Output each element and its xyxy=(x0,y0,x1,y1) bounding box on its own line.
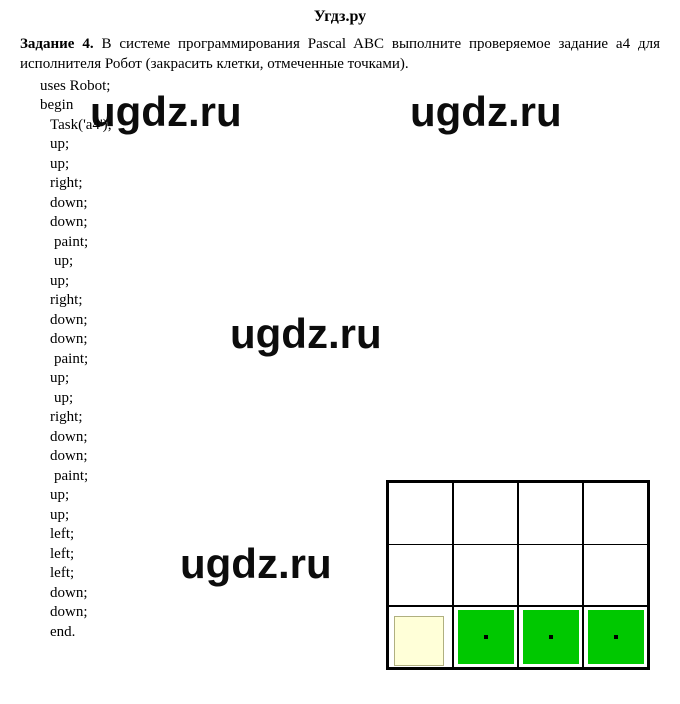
grid-cell-robot xyxy=(388,606,453,668)
grid-cell xyxy=(453,544,518,606)
painted-cell xyxy=(523,610,579,664)
code-line: down; xyxy=(40,311,680,331)
code-line: down; xyxy=(40,447,680,467)
robot-grid xyxy=(386,480,650,670)
grid-cell xyxy=(518,482,583,544)
task-text: В системе программирования Pascal ABC вы… xyxy=(20,36,660,72)
code-line: up; xyxy=(40,155,680,175)
grid-cell xyxy=(518,544,583,606)
grid-cell xyxy=(388,544,453,606)
code-line: right; xyxy=(40,174,680,194)
dot-icon xyxy=(484,635,488,639)
grid-cell-painted xyxy=(453,606,518,668)
code-line: down; xyxy=(40,330,680,350)
task-number: Задание 4. xyxy=(20,36,94,52)
grid-row-0 xyxy=(388,482,648,544)
dot-icon xyxy=(614,635,618,639)
header-site-link[interactable]: Угдз.ру xyxy=(0,0,680,30)
code-line: right; xyxy=(40,408,680,428)
robot-icon xyxy=(394,616,444,666)
painted-cell xyxy=(588,610,644,664)
code-line: down; xyxy=(40,428,680,448)
code-line: down; xyxy=(40,213,680,233)
code-line: uses Robot; xyxy=(40,77,680,97)
grid-cell xyxy=(388,482,453,544)
code-line: paint; xyxy=(40,233,680,253)
grid-row-2 xyxy=(388,606,648,668)
task-description: Задание 4. В системе программирования Pa… xyxy=(0,30,680,77)
grid-cell xyxy=(583,482,648,544)
painted-cell xyxy=(458,610,514,664)
dot-icon xyxy=(549,635,553,639)
grid-row-1 xyxy=(388,544,648,606)
code-line: paint; xyxy=(40,350,680,370)
grid-cell xyxy=(453,482,518,544)
code-line: up; xyxy=(40,389,680,409)
code-line: down; xyxy=(40,194,680,214)
code-line: up; xyxy=(40,252,680,272)
code-line: right; xyxy=(40,291,680,311)
code-line: up; xyxy=(40,135,680,155)
code-line: begin xyxy=(40,96,680,116)
code-line: Task('a4'); xyxy=(40,116,680,136)
grid-cell-painted xyxy=(518,606,583,668)
code-line: up; xyxy=(40,272,680,292)
grid-cell xyxy=(583,544,648,606)
grid-cell-painted xyxy=(583,606,648,668)
code-line: up; xyxy=(40,369,680,389)
